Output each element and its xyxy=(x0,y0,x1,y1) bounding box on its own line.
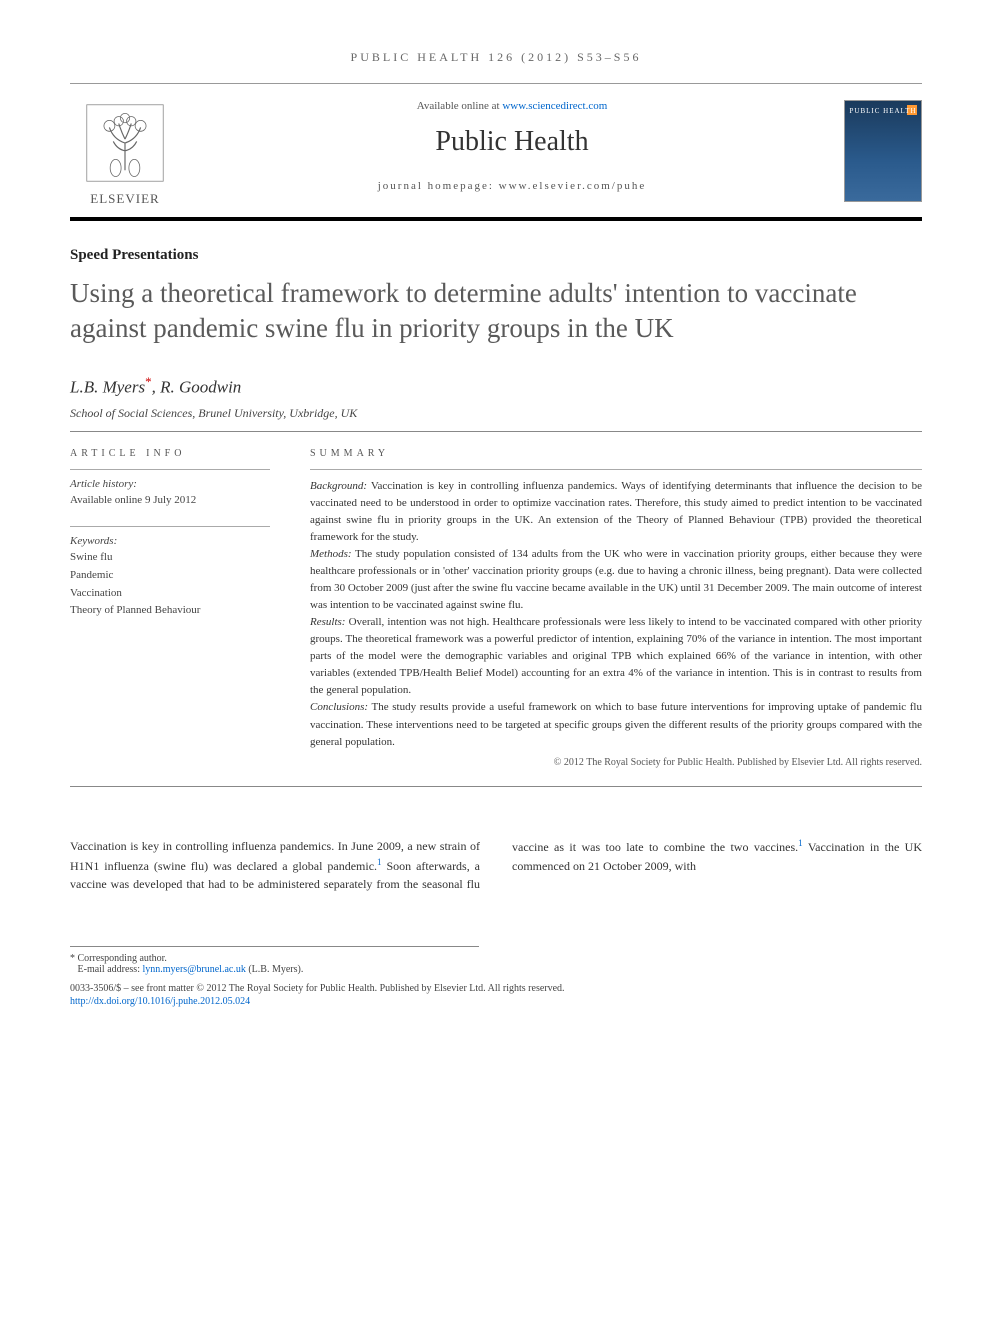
corresponding-author-note: * Corresponding author. xyxy=(70,953,479,964)
email-label: E-mail address: xyxy=(78,964,143,975)
results-label: Results: xyxy=(310,616,345,628)
available-online-line: Available online at www.sciencedirect.co… xyxy=(180,100,844,112)
divider xyxy=(70,431,922,432)
summary-column: SUMMARY Background: Vaccination is key i… xyxy=(310,448,922,770)
history-text: Available online 9 July 2012 xyxy=(70,492,270,509)
issn-copyright-line: 0033-3506/$ – see front matter © 2012 Th… xyxy=(70,983,922,994)
doi-link[interactable]: http://dx.doi.org/10.1016/j.puhe.2012.05… xyxy=(70,996,922,1007)
article-title: Using a theoretical framework to determi… xyxy=(70,276,922,346)
history-label: Article history: xyxy=(70,478,270,490)
journal-name: Public Health xyxy=(180,126,844,158)
email-line: E-mail address: lynn.myers@brunel.ac.uk … xyxy=(70,964,479,975)
cover-title: PUBLIC HEALTH xyxy=(845,107,921,115)
background-text: Vaccination is key in controlling influe… xyxy=(310,480,922,543)
authors: L.B. Myers*, R. Goodwin xyxy=(70,374,922,398)
keywords-list: Swine flu Pandemic Vaccination Theory of… xyxy=(70,549,270,619)
available-prefix: Available online at xyxy=(417,100,503,112)
homepage-url[interactable]: www.elsevier.com/puhe xyxy=(499,180,647,192)
article-history-block: Article history: Available online 9 July… xyxy=(70,469,270,509)
info-summary-row: ARTICLE INFO Article history: Available … xyxy=(70,448,922,780)
publisher-logo[interactable]: ELSEVIER xyxy=(70,98,180,217)
keyword: Swine flu xyxy=(70,549,270,567)
article-info-heading: ARTICLE INFO xyxy=(70,448,270,459)
article-type: Speed Presentations xyxy=(70,247,922,264)
journal-reference: PUBLIC HEALTH 126 (2012) S53–S56 xyxy=(70,50,922,65)
keyword: Vaccination xyxy=(70,585,270,603)
body-paragraph: Vaccination is key in controlling influe… xyxy=(70,837,922,894)
background-label: Background: xyxy=(310,480,367,492)
keywords-block: Keywords: Swine flu Pandemic Vaccination… xyxy=(70,526,270,619)
article-info-column: ARTICLE INFO Article history: Available … xyxy=(70,448,270,770)
email-suffix: (L.B. Myers). xyxy=(246,964,304,975)
body-text: Vaccination is key in controlling influe… xyxy=(70,837,922,894)
header-center: Available online at www.sciencedirect.co… xyxy=(180,98,844,192)
conclusions-label: Conclusions: xyxy=(310,701,368,713)
summary-text: Background: Vaccination is key in contro… xyxy=(310,469,922,770)
sciencedirect-link[interactable]: www.sciencedirect.com xyxy=(502,100,607,112)
results-text: Overall, intention was not high. Healthc… xyxy=(310,616,922,696)
publisher-name: ELSEVIER xyxy=(70,191,180,207)
author-email-link[interactable]: lynn.myers@brunel.ac.uk xyxy=(142,964,245,975)
elsevier-tree-icon xyxy=(86,104,164,182)
summary-copyright: © 2012 The Royal Society for Public Heal… xyxy=(310,755,922,771)
methods-label: Methods: xyxy=(310,548,352,560)
keywords-label: Keywords: xyxy=(70,535,270,547)
divider xyxy=(70,786,922,787)
methods-text: The study population consisted of 134 ad… xyxy=(310,548,922,611)
affiliation: School of Social Sciences, Brunel Univer… xyxy=(70,406,922,421)
author-2[interactable]: , R. Goodwin xyxy=(152,378,242,397)
journal-cover-thumbnail[interactable]: PUBLIC HEALTH xyxy=(844,100,922,202)
article-page: PUBLIC HEALTH 126 (2012) S53–S56 ELSEVIE… xyxy=(0,0,992,1047)
journal-homepage-line: journal homepage: www.elsevier.com/puhe xyxy=(180,180,844,192)
homepage-prefix: journal homepage: xyxy=(378,180,499,192)
keyword: Theory of Planned Behaviour xyxy=(70,602,270,620)
author-1[interactable]: L.B. Myers xyxy=(70,378,145,397)
footnotes: * Corresponding author. E-mail address: … xyxy=(70,946,479,975)
conclusions-text: The study results provide a useful frame… xyxy=(310,701,922,747)
journal-header: ELSEVIER Available online at www.science… xyxy=(70,83,922,221)
keyword: Pandemic xyxy=(70,567,270,585)
summary-heading: SUMMARY xyxy=(310,448,922,459)
